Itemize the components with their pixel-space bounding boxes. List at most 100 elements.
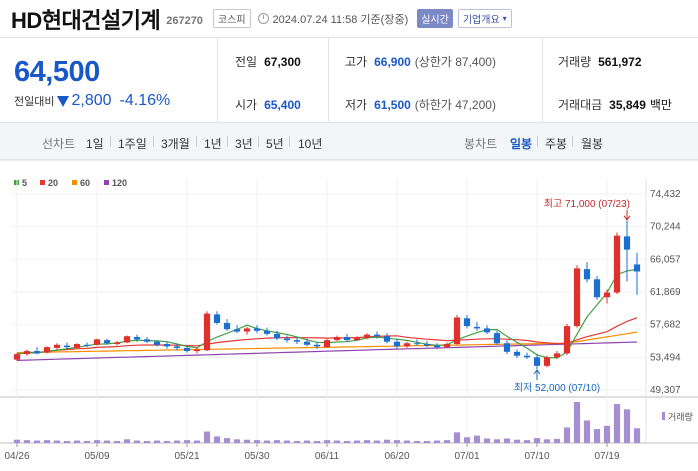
volume-bar: [483, 438, 491, 443]
y-tick-label: 70,244: [650, 222, 681, 233]
legend-swatch: [104, 180, 109, 185]
stat-label: 거래대금: [558, 98, 603, 112]
candle-body: [543, 357, 551, 366]
volume-bar: [173, 440, 181, 443]
tab-3year[interactable]: 3년: [235, 137, 253, 151]
candle-body: [183, 347, 191, 352]
candle-body: [153, 341, 161, 345]
volume-bar: [83, 440, 91, 443]
chevron-down-icon: ▾: [502, 14, 507, 23]
candle-body: [393, 341, 401, 347]
candle-body: [453, 317, 461, 345]
candle-body: [503, 343, 511, 352]
volume-bar: [563, 427, 571, 443]
candle-body: [243, 328, 251, 332]
high-annotation: 최고 71,000 (07/23): [544, 198, 630, 210]
candle-body: [13, 354, 21, 360]
stat-label: 거래량: [558, 55, 592, 69]
x-tick-label: 05/30: [244, 451, 269, 462]
stat-low: 저가 61,500 (하한가 47,200): [345, 96, 496, 113]
low-annotation: 최저 52,000 (07/10): [514, 382, 600, 394]
candle-body: [553, 353, 561, 358]
candle-body: [213, 314, 221, 323]
divider: [289, 136, 290, 147]
volume-bar: [603, 425, 611, 443]
company-info-button[interactable]: 기업개요 ▾: [457, 9, 512, 28]
x-tick-label: 05/09: [84, 451, 109, 462]
realtime-button[interactable]: 실시간: [417, 9, 453, 28]
stat-prev-close: 전일 67,300: [235, 53, 301, 70]
volume-bar: [163, 440, 171, 443]
candle-body: [563, 326, 571, 354]
volume-bar: [433, 440, 441, 443]
tab-1year[interactable]: 1년: [204, 137, 222, 151]
candle-body: [483, 328, 491, 333]
candle-body: [473, 326, 481, 329]
clock-icon: [257, 13, 269, 24]
volume-bar: [393, 440, 401, 443]
volume-bar: [13, 439, 21, 443]
candle-body: [443, 344, 451, 348]
volume-bar: [293, 440, 301, 443]
volume-bar: [333, 440, 341, 443]
candle-body: [583, 269, 591, 280]
stat-sub: (하한가 47,200): [414, 98, 496, 112]
chart-tabs: 선차트 1일 1주일 3개월 1년 3년 5년 10년 봉차트 일봉 주봉 월봉: [0, 122, 698, 160]
tab-3month[interactable]: 3개월: [161, 137, 190, 151]
legend-label: 60: [80, 178, 90, 188]
stat-value: 61,500: [374, 98, 411, 112]
candle-body: [33, 351, 41, 354]
tab-line-chart[interactable]: 선차트: [42, 137, 76, 151]
ma120-line: [16, 341, 638, 361]
tab-monthly[interactable]: 월봉: [581, 137, 604, 151]
stat-label: 전일: [235, 55, 258, 69]
volume-bar: [503, 438, 511, 443]
volume-bar: [533, 438, 541, 443]
volume-bar: [133, 440, 141, 443]
divider: [542, 38, 543, 122]
stat-value: 67,300: [264, 55, 301, 69]
volume-bar: [353, 440, 361, 443]
candle-body: [423, 344, 431, 346]
timestamp: 2024.07.24 11:58 기준(장중): [272, 13, 409, 26]
candle-body: [23, 351, 31, 355]
volume-bar: [623, 409, 631, 443]
volume-bar: [493, 439, 501, 443]
high-arrow-icon: [623, 215, 631, 221]
volume-bar: [633, 428, 641, 443]
candle-body: [493, 333, 501, 344]
candle-body: [463, 318, 471, 327]
company-info-label: 기업개요: [462, 15, 500, 26]
change-value: 2,800: [71, 92, 112, 109]
tab-1day[interactable]: 1일: [86, 137, 104, 151]
volume-bar: [73, 440, 81, 443]
stat-sub: (상한가 87,400): [414, 55, 496, 69]
candle-body: [333, 337, 341, 341]
volume-bar: [283, 440, 291, 443]
volume-legend-swatch: [662, 412, 665, 420]
candle-body: [413, 343, 421, 345]
tab-weekly[interactable]: 주봉: [545, 137, 568, 151]
volume-bar: [443, 440, 451, 443]
candle-body: [533, 357, 541, 366]
divider: [227, 136, 228, 147]
price-change-row: 전일대비 2,800 -4.16%: [14, 92, 217, 110]
candle-body: [233, 329, 241, 332]
tab-10year[interactable]: 10년: [298, 137, 323, 151]
price-chart[interactable]: 5 20 60 120 74,432 70,244 66,057 61,869 57,682 53…: [0, 159, 698, 471]
volume-bar: [123, 439, 131, 443]
x-tick-label: 07/01: [454, 451, 479, 462]
stat-value: 561,972: [598, 55, 642, 69]
change-label: 전일대비: [14, 96, 55, 108]
candle-body: [403, 343, 411, 347]
divider: [196, 136, 197, 147]
tab-candle-chart[interactable]: 봉차트: [464, 137, 498, 151]
tab-1week[interactable]: 1주일: [118, 137, 147, 151]
candlestick-chart-svg[interactable]: 5 20 60 120 74,432 70,244 66,057 61,869 57,682 53…: [0, 159, 698, 471]
divider: [572, 136, 573, 147]
legend-swatch: [72, 180, 77, 185]
volume-bar: [573, 402, 581, 443]
tab-daily[interactable]: 일봉: [510, 137, 533, 151]
tab-5year[interactable]: 5년: [266, 137, 284, 151]
candle-body: [103, 340, 111, 344]
